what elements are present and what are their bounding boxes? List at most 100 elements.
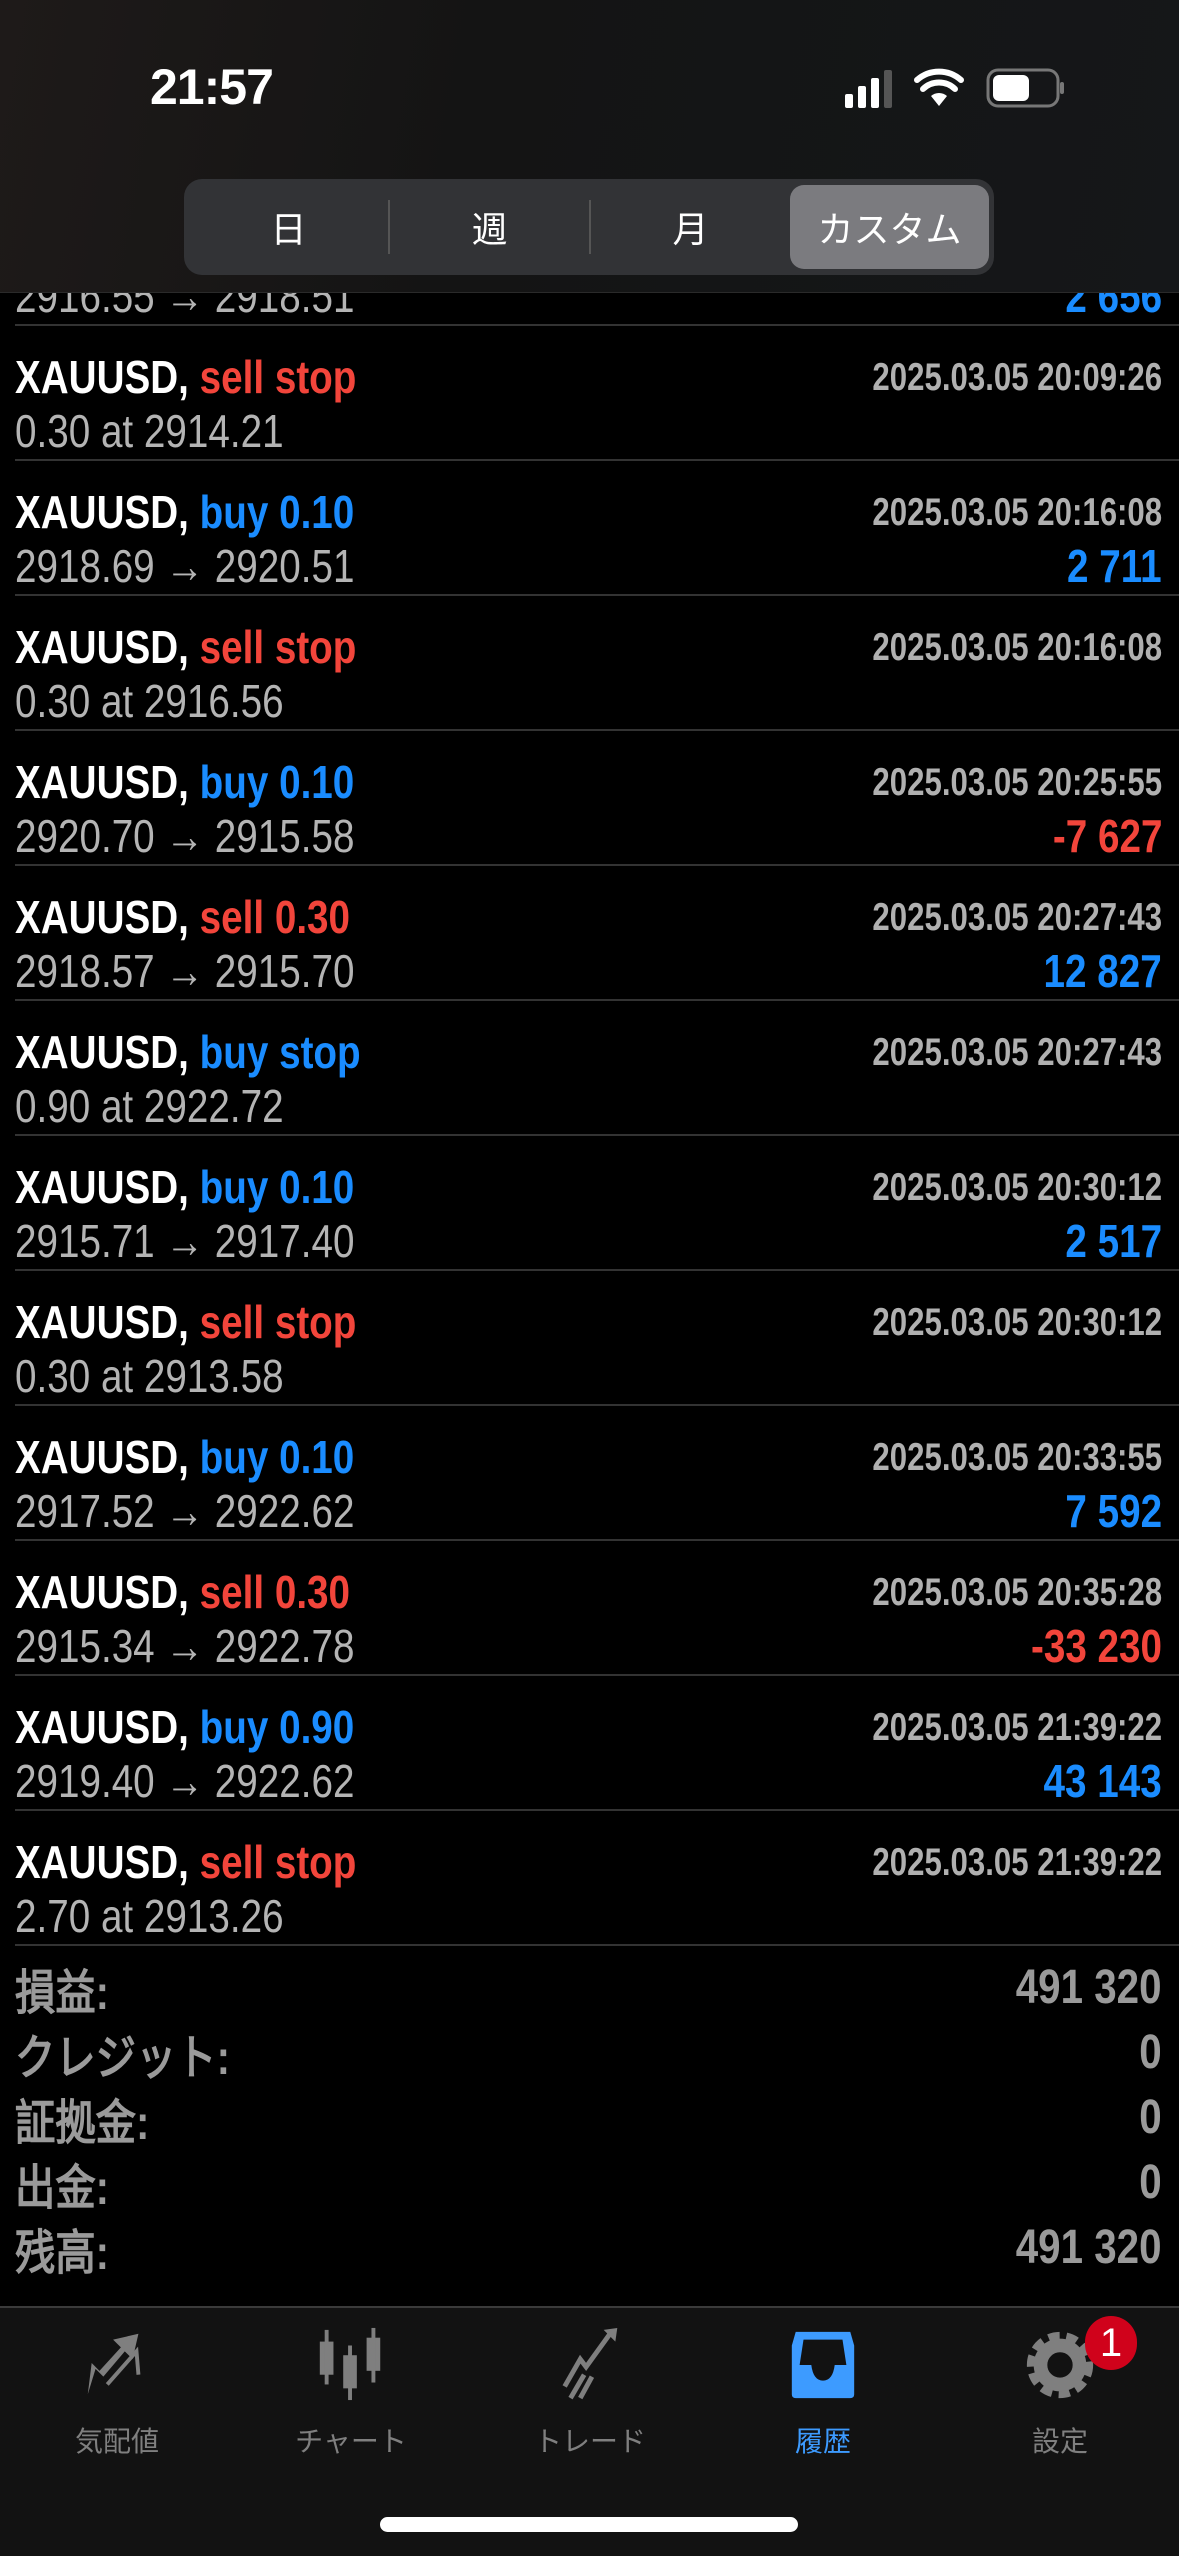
deal-action: sell stop xyxy=(199,1296,357,1348)
tab-label: チャート xyxy=(295,2426,407,2457)
deal-detail: 0.30 at 2914.21 xyxy=(15,405,284,457)
tab-label: 履歴 xyxy=(794,2426,851,2457)
deal-symbol: XAUUSD, xyxy=(15,1296,189,1348)
cellular-signal-icon xyxy=(845,70,892,108)
deal-action: buy 0.10 xyxy=(199,1431,355,1483)
summary-label: 損益: xyxy=(15,1966,110,2020)
deal-symbol: XAUUSD, xyxy=(15,1431,189,1483)
summary-value: 0 xyxy=(1139,2026,1162,2079)
deal-action: sell stop xyxy=(199,1836,357,1888)
deal-time: 2025.03.05 20:16:08 xyxy=(872,626,1162,669)
tab-quotes[interactable]: 気配値 xyxy=(27,2326,207,2460)
history-inbox-icon xyxy=(791,2331,855,2399)
deal-profit: 43 143 xyxy=(1043,1755,1162,1807)
deal-action: buy 0.90 xyxy=(199,1701,355,1753)
summary-value: 0 xyxy=(1139,2091,1162,2144)
status-icons xyxy=(845,68,1066,108)
deal-detail: 2.70 at 2913.26 xyxy=(15,1890,284,1942)
list-item[interactable]: XAUUSD, buy 0.10 2025.03.05 20:33:55 291… xyxy=(15,1406,1179,1541)
deal-title: XAUUSD, sell stop xyxy=(15,1835,356,1889)
summary-value: 0 xyxy=(1139,2156,1162,2209)
deal-time: 2025.03.05 20:33:55 xyxy=(872,1436,1162,1479)
account-summary: 損益: 491 320 クレジット: 0 証拠金: 0 出金: 0 残高: 491 320 xyxy=(15,1955,1162,2280)
tab-label: 設定 xyxy=(1031,2426,1088,2457)
deal-detail: 0.30 at 2913.58 xyxy=(15,1350,284,1402)
divider xyxy=(589,200,591,254)
deal-time: 2025.03.05 20:27:43 xyxy=(872,896,1162,939)
tab-week[interactable]: 週 xyxy=(471,209,508,250)
summary-row: 出金: 0 xyxy=(15,2150,1162,2215)
quotes-arrows-icon xyxy=(87,2333,141,2395)
deal-detail: 0.90 at 2922.72 xyxy=(15,1080,284,1132)
list-item[interactable]: XAUUSD, sell stop 2025.03.05 20:09:26 0.… xyxy=(15,326,1179,461)
summary-row: クレジット: 0 xyxy=(15,2020,1162,2085)
deal-detail: 0.30 at 2916.56 xyxy=(15,675,284,727)
deal-profit: 12 827 xyxy=(1043,945,1162,997)
deal-profit: 2 517 xyxy=(1065,1215,1162,1267)
deal-title: XAUUSD, sell stop xyxy=(15,1295,356,1349)
deal-title: XAUUSD, buy 0.10 xyxy=(15,755,354,809)
settings-badge: 1 xyxy=(1085,2316,1137,2370)
list-item[interactable]: XAUUSD, sell stop 2025.03.05 21:39:22 2.… xyxy=(15,1811,1179,1946)
deal-list: 2916.55 → 2918.51 2 656 XAUUSD, sell sto… xyxy=(0,191,1179,1946)
list-item[interactable]: XAUUSD, buy 0.90 2025.03.05 21:39:22 291… xyxy=(15,1676,1179,1811)
deal-detail: 2919.40 → 2922.62 xyxy=(15,1755,355,1807)
list-item[interactable]: XAUUSD, sell stop 2025.03.05 20:16:08 0.… xyxy=(15,596,1179,731)
deal-symbol: XAUUSD, xyxy=(15,486,189,538)
status-time: 21:57 xyxy=(150,59,274,115)
deal-symbol: XAUUSD, xyxy=(15,1026,189,1078)
summary-value: 491 320 xyxy=(1016,2221,1162,2274)
summary-row: 損益: 491 320 xyxy=(15,1955,1162,2020)
tab-month[interactable]: 月 xyxy=(672,209,709,250)
deal-action: sell 0.30 xyxy=(199,1566,351,1618)
deal-symbol: XAUUSD, xyxy=(15,1701,189,1753)
deal-action: sell 0.30 xyxy=(199,891,351,943)
deal-time: 2025.03.05 20:16:08 xyxy=(872,491,1162,534)
period-segmented-control: 日 週 月 カスタム xyxy=(184,179,994,275)
deal-time: 2025.03.05 20:25:55 xyxy=(872,761,1162,804)
deal-profit: -7 627 xyxy=(1052,810,1162,862)
deal-profit: 2 711 xyxy=(1067,540,1162,592)
summary-row: 残高: 491 320 xyxy=(15,2215,1162,2280)
list-item[interactable]: XAUUSD, sell 0.30 2025.03.05 20:27:43 29… xyxy=(15,866,1179,1001)
summary-label: 出金: xyxy=(15,2161,110,2215)
deal-detail: 2915.71 → 2917.40 xyxy=(15,1215,355,1267)
deal-time: 2025.03.05 20:35:28 xyxy=(872,1571,1162,1614)
header: 21:57 日 週 月 カスタム xyxy=(0,0,1179,293)
list-item[interactable]: XAUUSD, buy stop 2025.03.05 20:27:43 0.9… xyxy=(15,1001,1179,1136)
tab-label: 気配値 xyxy=(74,2426,159,2457)
deal-symbol: XAUUSD, xyxy=(15,756,189,808)
deal-symbol: XAUUSD, xyxy=(15,1836,189,1888)
deal-time: 2025.03.05 21:39:22 xyxy=(872,1706,1162,1749)
tab-custom[interactable]: カスタム xyxy=(790,185,989,269)
trade-trend-icon xyxy=(562,2327,618,2400)
deal-symbol: XAUUSD, xyxy=(15,891,189,943)
deal-title: XAUUSD, sell 0.30 xyxy=(15,890,350,944)
deal-detail: 2918.57 → 2915.70 xyxy=(15,945,355,997)
deal-title: XAUUSD, buy stop xyxy=(15,1025,361,1079)
deal-profit: 7 592 xyxy=(1065,1485,1162,1537)
summary-label: 残高: xyxy=(15,2226,110,2280)
deal-title: XAUUSD, sell 0.30 xyxy=(15,1565,350,1619)
deal-time: 2025.03.05 20:30:12 xyxy=(872,1301,1162,1344)
bottom-tab-bar: 気配値 チャート トレード 履歴 設定 xyxy=(0,2306,1179,2556)
list-item[interactable]: XAUUSD, buy 0.10 2025.03.05 20:30:12 291… xyxy=(15,1136,1179,1271)
tab-day[interactable]: 日 xyxy=(270,209,307,250)
summary-label: クレジット: xyxy=(15,2031,231,2085)
tab-trade[interactable]: トレード xyxy=(500,2326,680,2460)
tab-history[interactable]: 履歴 xyxy=(733,2326,913,2460)
summary-row: 証拠金: 0 xyxy=(15,2085,1162,2150)
deal-title: XAUUSD, sell stop xyxy=(15,620,356,674)
tab-settings[interactable]: 設定 xyxy=(970,2326,1150,2460)
tab-chart[interactable]: チャート xyxy=(261,2326,441,2460)
list-item[interactable]: XAUUSD, buy 0.10 2025.03.05 20:25:55 292… xyxy=(15,731,1179,866)
deal-symbol: XAUUSD, xyxy=(15,1161,189,1213)
deal-symbol: XAUUSD, xyxy=(15,621,189,673)
list-item[interactable]: XAUUSD, sell 0.30 2025.03.05 20:35:28 29… xyxy=(15,1541,1179,1676)
list-item[interactable]: XAUUSD, buy 0.10 2025.03.05 20:16:08 291… xyxy=(15,461,1179,596)
deal-title: XAUUSD, buy 0.10 xyxy=(15,1430,354,1484)
deal-action: buy 0.10 xyxy=(199,486,355,538)
list-item[interactable]: XAUUSD, sell stop 2025.03.05 20:30:12 0.… xyxy=(15,1271,1179,1406)
deal-symbol: XAUUSD, xyxy=(15,351,189,403)
deal-title: XAUUSD, buy 0.90 xyxy=(15,1700,354,1754)
